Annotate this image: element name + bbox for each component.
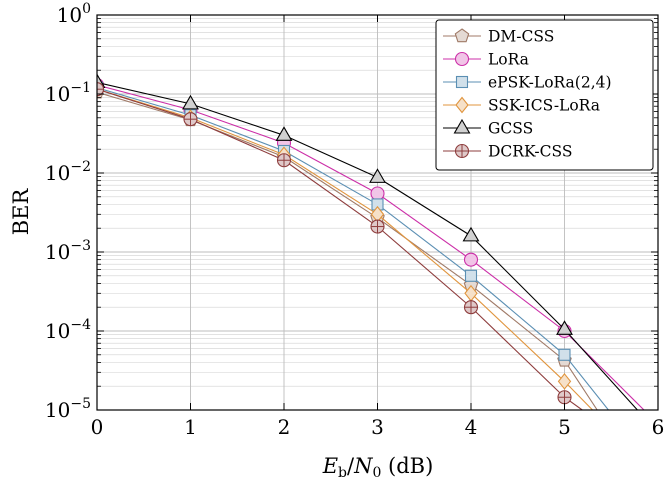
legend-marker <box>455 96 469 114</box>
data-point <box>464 269 478 282</box>
y-tick-exponent: −5 <box>70 396 91 412</box>
legend-label: DCRK-CSS <box>488 143 572 161</box>
y-tick-exponent: −1 <box>70 80 91 96</box>
y-tick-base: 10 <box>45 319 70 343</box>
y-tick-label: 100 <box>57 1 91 27</box>
y-tick-exponent: 0 <box>82 1 91 17</box>
x-axis-label-n-sub: 0 <box>372 465 381 481</box>
legend-entry: LoRa <box>443 51 529 69</box>
y-tick-base: 10 <box>45 82 70 106</box>
x-axis-label-unit: (dB) <box>381 454 433 478</box>
y-tick-base: 10 <box>45 240 70 264</box>
data-point <box>557 390 572 405</box>
y-tick-exponent: −3 <box>70 238 91 254</box>
legend-marker <box>453 118 471 134</box>
data-point <box>97 82 105 97</box>
y-tick-exponent: −2 <box>70 159 91 175</box>
x-tick-label: 2 <box>278 415 291 439</box>
x-axis-label-e-sub: b <box>338 465 347 481</box>
legend-entry: GCSS <box>443 118 533 138</box>
legend-label: GCSS <box>488 120 533 138</box>
data-point <box>463 252 479 267</box>
data-point <box>182 94 199 110</box>
data-point <box>275 126 293 141</box>
x-axis-label: Eb/N0 (dB) <box>322 454 434 481</box>
legend-marker <box>454 143 470 159</box>
y-tick-exponent: −4 <box>70 317 91 333</box>
legend-marker <box>455 75 469 89</box>
data-point <box>462 226 480 242</box>
y-tick-label: 10−3 <box>45 238 91 264</box>
legend-entry: DCRK-CSS <box>443 143 572 161</box>
x-axis-label-e: E <box>322 454 338 478</box>
data-point <box>183 112 198 127</box>
y-tick-label: 10−2 <box>45 159 91 185</box>
legend-entry: DM-CSS <box>443 28 554 46</box>
data-point <box>556 320 573 335</box>
y-tick-label: 10−5 <box>45 396 91 422</box>
data-point <box>370 219 385 234</box>
y-tick-base: 10 <box>57 3 82 27</box>
x-tick-label: 5 <box>558 415 571 439</box>
data-point <box>463 300 479 315</box>
legend-marker <box>454 51 470 67</box>
data-point <box>558 348 571 361</box>
y-tick-base: 10 <box>45 398 70 422</box>
x-axis-label-n: N <box>353 454 373 478</box>
legend-marker <box>454 28 470 43</box>
series-layer <box>97 73 645 410</box>
y-tick-label: 10−4 <box>45 317 91 343</box>
data-point <box>276 153 292 168</box>
y-tick-label: 10−1 <box>45 80 91 106</box>
legend-label: LoRa <box>488 51 529 69</box>
data-point <box>557 373 572 390</box>
legend-box <box>435 19 654 171</box>
data-point <box>370 186 385 201</box>
legend-entry: ePSK-LoRa(2,4) <box>443 74 612 92</box>
legend: DM-CSS LoRa ePSK-LoRa(2,4) SSK-ICS-LoRa GCSS… <box>435 19 654 171</box>
x-tick-label: 1 <box>184 415 197 439</box>
x-tick-label: 0 <box>91 415 104 439</box>
x-axis-label-slash: / <box>347 454 355 478</box>
legend-entry: SSK-ICS-LoRa <box>443 97 600 115</box>
x-tick-label: 3 <box>371 415 384 439</box>
legend-label: ePSK-LoRa(2,4) <box>488 74 612 92</box>
x-tick-label: 4 <box>465 415 478 439</box>
y-tick-base: 10 <box>45 161 70 185</box>
series-dcrk-css <box>97 82 583 410</box>
series-gcss <box>97 73 638 410</box>
legend-label: SSK-ICS-LoRa <box>488 97 600 115</box>
data-point <box>369 168 386 183</box>
x-tick-label: 6 <box>652 415 665 439</box>
y-axis-label: BER <box>9 188 33 236</box>
legend-label: DM-CSS <box>488 28 554 46</box>
